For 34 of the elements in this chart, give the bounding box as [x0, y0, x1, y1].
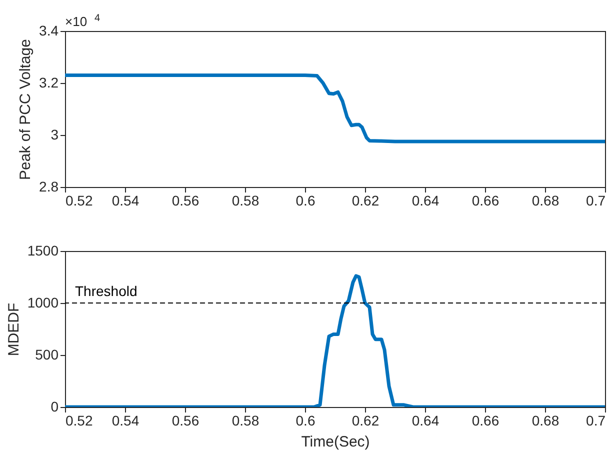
x-tick-label: 0.56: [172, 412, 200, 428]
y-tick-label: 3.2: [39, 74, 59, 90]
y-axis-title: MDEDF: [5, 302, 22, 356]
x-tick-label: 0.54: [112, 412, 140, 428]
x-tick-label: 0.66: [472, 412, 500, 428]
x-tick-label: 0.6: [296, 412, 316, 428]
x-tick-label: 0.68: [532, 412, 560, 428]
x-tick-label: 0.58: [232, 192, 260, 208]
ref-line-label: Threshold: [75, 283, 138, 299]
x-tick-label: 0.66: [472, 192, 500, 208]
x-tick-label: 0.56: [172, 192, 200, 208]
x-axis-title: Time(Sec): [301, 434, 370, 450]
x-tick-label: 0.52: [66, 412, 93, 428]
x-tick-label: 0.64: [412, 412, 440, 428]
y-axis-title: Peak of PCC Voltage: [17, 39, 34, 180]
x-tick-label: 0.62: [352, 412, 380, 428]
y-tick-label: 2.8: [39, 178, 59, 194]
x-tick-label: 0.6: [296, 192, 316, 208]
y-tick-label: 1000: [27, 294, 59, 310]
x-tick-label: 0.62: [352, 192, 380, 208]
line-series: [65, 274, 605, 407]
y-tick-label: 3: [50, 126, 59, 142]
y-tick-label: 1500: [27, 242, 59, 258]
x-tick-label: 0.68: [532, 192, 560, 208]
x-tick-label: 0.7: [586, 412, 606, 428]
x-tick-label: 0.7: [586, 192, 606, 208]
line-series: [65, 73, 605, 144]
y-tick-label: 0: [50, 398, 59, 414]
y-tick-label: 3.4: [39, 22, 59, 38]
x-tick-label: 0.64: [412, 192, 440, 208]
x-tick-label: 0.58: [232, 412, 260, 428]
x-tick-label: 0.52: [66, 192, 93, 208]
y-tick-label: 500: [35, 346, 59, 362]
x-tick-label: 0.54: [112, 192, 140, 208]
